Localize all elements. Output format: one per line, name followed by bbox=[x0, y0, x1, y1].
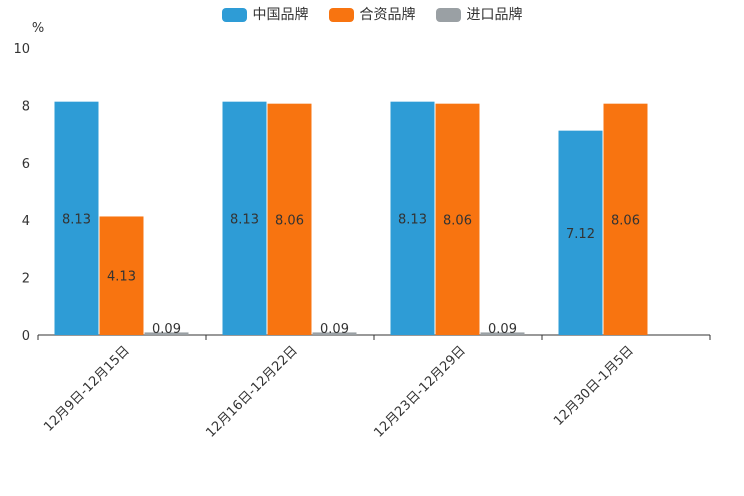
bar-value-label: 8.13 bbox=[230, 212, 259, 227]
legend-label-china-brand: 中国品牌 bbox=[252, 7, 309, 23]
legend-item-joint-venture-brand[interactable]: 合资品牌 bbox=[328, 7, 416, 23]
bar-value-label: 0.09 bbox=[152, 322, 181, 337]
y-tick-label: 0 bbox=[22, 329, 30, 344]
bar[interactable] bbox=[222, 101, 267, 335]
bar[interactable] bbox=[54, 101, 99, 335]
bar-value-label: 8.06 bbox=[275, 213, 304, 228]
bar-value-label: 8.13 bbox=[62, 212, 91, 227]
bar-value-label: 8.13 bbox=[398, 212, 427, 227]
legend-label-import-brand: 进口品牌 bbox=[466, 7, 523, 23]
bar-value-label: 4.13 bbox=[107, 270, 136, 285]
y-axis-unit-label: % bbox=[32, 21, 44, 36]
legend-swatch-joint-venture-brand-icon bbox=[328, 8, 354, 22]
y-tick-label: 8 bbox=[22, 99, 30, 114]
bar[interactable] bbox=[267, 103, 312, 335]
legend-item-import-brand[interactable]: 进口品牌 bbox=[435, 7, 523, 23]
bar-value-label: 0.09 bbox=[488, 322, 517, 337]
legend-item-china-brand[interactable]: 中国品牌 bbox=[221, 7, 309, 23]
bar[interactable] bbox=[558, 130, 603, 335]
bar[interactable] bbox=[312, 332, 357, 335]
bar[interactable] bbox=[480, 332, 525, 335]
legend: 中国品牌 合资品牌 进口品牌 bbox=[0, 8, 744, 22]
bar[interactable] bbox=[603, 103, 648, 335]
y-tick-label: 6 bbox=[22, 157, 30, 172]
bar[interactable] bbox=[99, 216, 144, 335]
legend-swatch-import-brand-icon bbox=[435, 8, 461, 22]
bar-value-label: 8.06 bbox=[611, 213, 640, 228]
x-axis-label: 12月23日-12月29日 bbox=[371, 343, 468, 440]
legend-label-joint-venture-brand: 合资品牌 bbox=[359, 7, 416, 23]
legend-swatch-china-brand-icon bbox=[221, 8, 247, 22]
bar[interactable] bbox=[390, 101, 435, 335]
bar-value-label: 8.06 bbox=[443, 213, 472, 228]
bar[interactable] bbox=[435, 103, 480, 335]
bar-value-label: 0.09 bbox=[320, 322, 349, 337]
bar-value-label: 7.12 bbox=[566, 227, 595, 242]
bar[interactable] bbox=[144, 332, 189, 335]
x-axis-label: 12月16日-12月22日 bbox=[203, 343, 300, 440]
y-tick-label: 10 bbox=[13, 42, 30, 57]
y-tick-label: 2 bbox=[22, 272, 30, 287]
x-axis-label: 12月9日-12月15日 bbox=[41, 343, 133, 435]
x-axis-label: 12月30日-1月5日 bbox=[551, 343, 637, 429]
y-tick-label: 4 bbox=[22, 214, 30, 229]
